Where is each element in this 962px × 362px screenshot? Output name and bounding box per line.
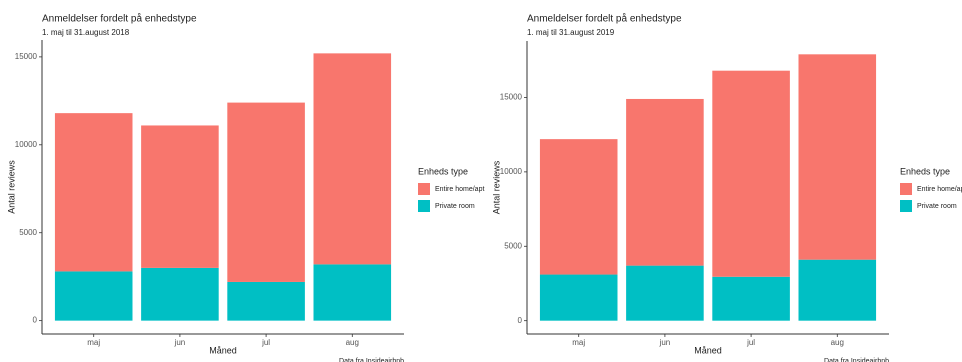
bar-segment xyxy=(798,259,877,321)
bar-segment xyxy=(227,281,305,321)
y-tick-label: 10000 xyxy=(15,140,38,149)
x-axis-label: Måned xyxy=(694,345,722,355)
x-tick-label: aug xyxy=(831,338,844,347)
bar-segment xyxy=(313,264,392,321)
legend-key xyxy=(900,183,912,195)
x-tick-label: jun xyxy=(174,338,186,347)
y-tick-label: 5000 xyxy=(19,228,37,237)
caption: Data fra Insideairbnb xyxy=(339,358,404,362)
chart-subtitle: 1. maj til 31.august 2018 xyxy=(42,28,130,37)
bar-segment xyxy=(626,98,704,266)
y-axis-label: Antal reviews xyxy=(491,160,501,214)
y-tick-label: 15000 xyxy=(15,52,38,61)
legend-label: Entire home/apt xyxy=(435,186,484,193)
legend-label: Private room xyxy=(435,203,475,210)
x-tick-label: jul xyxy=(746,338,755,347)
x-tick-label: aug xyxy=(346,338,359,347)
bar-segment xyxy=(141,125,219,268)
y-axis-label: Antal reviews xyxy=(6,160,16,214)
bar-segment xyxy=(539,139,618,275)
caption: Data fra Insideairbnb xyxy=(824,358,889,362)
bar-segment xyxy=(798,54,877,260)
bar-segment xyxy=(712,276,790,321)
x-tick-label: jun xyxy=(659,338,671,347)
x-axis-label: Måned xyxy=(209,345,237,355)
y-tick-label: 15000 xyxy=(500,93,523,102)
bar-segment xyxy=(54,271,133,321)
x-tick-label: maj xyxy=(572,338,585,347)
bar-segment xyxy=(54,113,133,272)
legend-title: Enheds type xyxy=(900,166,950,176)
y-tick-label: 0 xyxy=(518,316,523,325)
legend-title: Enheds type xyxy=(418,166,468,176)
y-tick-label: 10000 xyxy=(500,167,523,176)
legend-label: Entire home/apt xyxy=(917,186,962,193)
x-tick-label: maj xyxy=(87,338,100,347)
bar-segment xyxy=(539,274,618,321)
legend-key xyxy=(418,200,430,212)
x-tick-label: jul xyxy=(261,338,270,347)
bar-segment xyxy=(626,265,704,321)
bar-segment xyxy=(313,53,392,265)
legend-key xyxy=(418,183,430,195)
y-tick-label: 5000 xyxy=(504,241,522,250)
chart-title: Anmeldelser fordelt på enhedstype xyxy=(42,13,197,25)
legend-label: Private room xyxy=(917,203,957,210)
legend-key xyxy=(900,200,912,212)
bar-segment xyxy=(141,267,219,321)
chart-title: Anmeldelser fordelt på enhedstype xyxy=(527,13,682,25)
bar-segment xyxy=(227,102,305,282)
chart-subtitle: 1. maj til 31.august 2019 xyxy=(527,28,615,37)
y-tick-label: 0 xyxy=(33,316,38,325)
bar-segment xyxy=(712,70,790,277)
